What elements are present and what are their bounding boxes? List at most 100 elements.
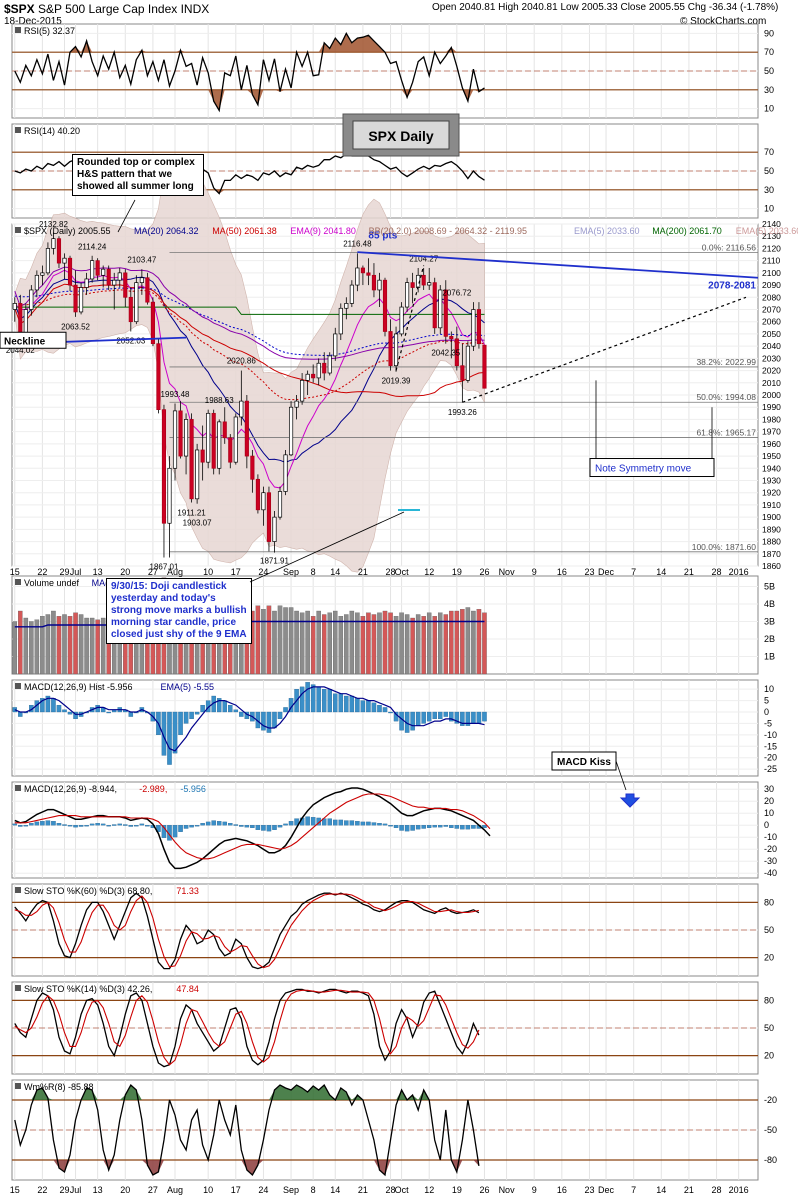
macd-ytick-label: -20 — [764, 844, 777, 854]
volume-bar — [51, 610, 56, 675]
date-tick-label: Aug — [167, 567, 183, 577]
symmetry-line-1 — [395, 265, 425, 371]
macd-hist-bar — [288, 821, 294, 826]
macd_hist-ytick-label: 5 — [764, 696, 769, 706]
candle-body — [56, 238, 62, 264]
candle-body — [95, 260, 100, 276]
ma200-line — [14, 306, 485, 315]
macd-hist-ema-line — [14, 686, 485, 752]
volume-bar — [277, 605, 283, 675]
candle-body — [51, 238, 56, 249]
candle-body — [454, 338, 459, 367]
price-ytick-label: 1960 — [762, 439, 781, 449]
date-tick-label: 19 — [452, 567, 462, 577]
doji-pointer — [249, 511, 405, 583]
date-tick-label: 12 — [424, 567, 434, 577]
date-tick-label: 15 — [10, 567, 20, 577]
date-tick-label: 12 — [424, 1185, 434, 1195]
macd-hist-bar — [250, 825, 255, 828]
macd-hist-bar — [388, 711, 393, 714]
macd-hist-bar — [205, 821, 211, 826]
date-tick-label: 29 — [59, 567, 69, 577]
macd_hist-ytick-label: -10 — [764, 730, 777, 740]
date-tick-label: 28 — [386, 567, 396, 577]
price-ytick-label: 1890 — [762, 524, 781, 534]
price-label: 1988.63 — [205, 396, 234, 405]
macd-hist-bar — [222, 821, 227, 826]
macd-hist-bar — [482, 711, 487, 722]
price-ytick-label: 2030 — [762, 353, 781, 363]
price-ytick-label: 2110 — [762, 256, 781, 266]
price-legend-text: MA(20) 2064.32 — [134, 226, 199, 236]
sto60-ytick-label: 80 — [764, 897, 774, 907]
macd-hist-bar — [471, 825, 476, 829]
candle-body — [244, 400, 249, 457]
date-tick-label: 9 — [532, 1185, 537, 1195]
macd-hist-bar — [89, 823, 95, 826]
price-legend-text: MA(50) 2061.38 — [212, 226, 277, 236]
candle-body — [40, 272, 45, 276]
macd-hist-bar — [316, 686, 321, 713]
ohlc-readout: Open 2040.81 High 2040.81 Low 2005.33 Cl… — [432, 2, 779, 13]
macd-kiss-arrow — [619, 793, 641, 808]
candle-body — [150, 301, 155, 345]
fib-label: 61.8%: 1965.17 — [696, 428, 756, 438]
date-tick-label: Jul — [70, 567, 82, 577]
candle-body — [172, 410, 178, 469]
price-label: 2020.86 — [227, 357, 256, 366]
macd-hist-bar — [266, 825, 272, 832]
macd-hist-bar — [239, 825, 244, 827]
price-legend-text: BB(20,2.0) 2008.69 - 2064.32 - 2119.95 — [369, 226, 527, 236]
date-tick-label: 16 — [557, 567, 567, 577]
price-ytick-label: 1930 — [762, 476, 781, 486]
price-label: 2042.35 — [431, 348, 460, 357]
volume-bar — [29, 621, 34, 675]
volume-bar — [84, 617, 89, 675]
macd-hist-bar — [34, 821, 40, 826]
candle-body — [338, 307, 343, 335]
volume-ytick-label: 1B — [764, 652, 775, 662]
macd-hist-bar — [349, 695, 355, 713]
volume-bar — [344, 614, 349, 675]
date-tick-label: 26 — [479, 1185, 489, 1195]
macd-hist-bar — [471, 711, 476, 724]
macd-legend-swatch — [15, 785, 21, 791]
macd-hist-bar — [216, 821, 222, 826]
index-name: S&P 500 Large Cap Index — [38, 2, 178, 16]
price-ytick-label: 2120 — [762, 243, 781, 253]
rsi5-legend-swatch — [15, 27, 21, 33]
date-tick-label: 7 — [631, 1185, 636, 1195]
price-ytick-label: 2020 — [762, 366, 781, 376]
rsi5-ytick-label: 30 — [764, 85, 774, 95]
macd-hist-bar — [123, 824, 128, 826]
date-tick-label: 17 — [231, 567, 241, 577]
macd-hist-bar — [255, 825, 261, 830]
macd-hist-bar — [338, 693, 344, 713]
volume-bar — [355, 612, 360, 675]
sto14-legend-swatch — [15, 985, 21, 991]
macd-hist-bar — [211, 820, 216, 826]
sto60-legend-swatch — [15, 887, 21, 893]
macd-hist-bar — [67, 711, 73, 715]
macd-hist-bar — [349, 820, 355, 826]
macd-hist-bar — [355, 698, 360, 713]
macd-hist-bar — [78, 825, 84, 827]
price-ytick-label: 1910 — [762, 500, 781, 510]
candle-body — [476, 309, 482, 345]
price-ytick-label: 2090 — [762, 280, 781, 290]
macd-legend-text: -2.989, — [139, 784, 167, 794]
macd-hist-bar — [145, 825, 150, 827]
date-tick-label: 21 — [684, 1185, 694, 1195]
fib-label: 38.2%: 2022.99 — [696, 357, 756, 367]
willr-ytick-label: -80 — [764, 1155, 777, 1165]
date-tick-label: 10 — [203, 567, 213, 577]
volume-bar — [333, 610, 338, 675]
macd-hist-bar — [438, 711, 443, 720]
volume-bar — [299, 612, 305, 675]
date-tick-label: 14 — [330, 1185, 340, 1195]
volume-bar — [399, 612, 404, 675]
macd-hist-bar — [233, 824, 239, 826]
macd-hist-bar — [239, 711, 244, 717]
volume-bar — [449, 610, 454, 675]
